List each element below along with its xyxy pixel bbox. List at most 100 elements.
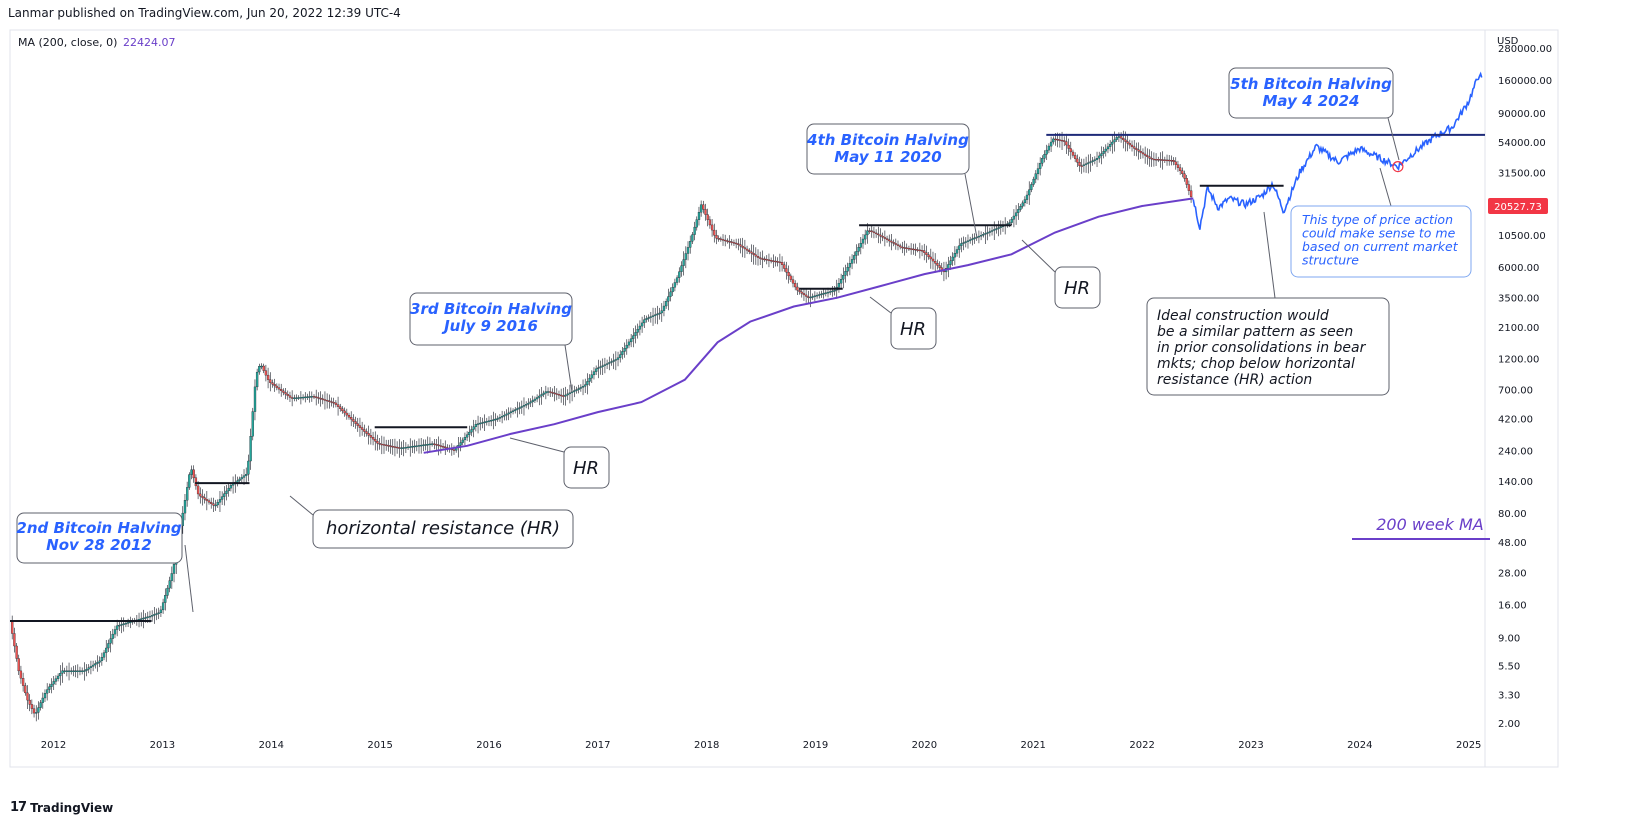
candle-body [595, 368, 598, 372]
candle-body [1189, 190, 1193, 198]
candle-body [48, 686, 51, 690]
candle-body [608, 362, 611, 364]
annotation-hr1[interactable]: HR [509, 437, 610, 489]
price-tick-label: 2100.00 [1498, 323, 1539, 334]
candle-body [684, 253, 687, 260]
price-tick-label: 280000.00 [1498, 44, 1552, 55]
candle-body [1089, 161, 1092, 163]
candle-body [1124, 139, 1127, 142]
candle-body [199, 493, 202, 497]
candle-body [868, 230, 871, 232]
candle-body [638, 325, 642, 330]
year-tick-label: 2014 [259, 740, 284, 751]
annotation-hr2[interactable]: HR [869, 296, 937, 350]
candle-body [885, 238, 889, 240]
candle-body [273, 384, 276, 387]
candle-body [1170, 160, 1173, 162]
candle-body [969, 239, 972, 241]
candle-body [546, 391, 550, 393]
annotation-text: structure [1302, 253, 1359, 268]
candle-body [87, 667, 90, 670]
candle-body [113, 629, 117, 635]
candle-body [756, 256, 760, 258]
candle-body [220, 496, 224, 500]
annotation-text: could make sense to me [1302, 226, 1456, 241]
annotation-text: mkts; chop below horizontal [1157, 356, 1355, 372]
candle-body [643, 319, 646, 324]
candle-body [238, 478, 241, 481]
candle-body [345, 412, 348, 416]
candle-body [321, 398, 324, 400]
price-tick-label: 160000.00 [1498, 76, 1552, 87]
candle-body [255, 371, 259, 388]
annotation-text: May 4 2024 [1263, 92, 1360, 110]
candle-body [1168, 159, 1171, 162]
candle-body [161, 602, 165, 611]
candle-body [820, 293, 823, 296]
candle-body [1065, 141, 1068, 146]
candle-body [91, 664, 95, 667]
candle-body [330, 401, 333, 403]
price-tick-label: 10500.00 [1498, 231, 1546, 242]
price-tick-label: 5.50 [1498, 661, 1520, 672]
candle-body [842, 275, 845, 280]
candle-body [511, 410, 515, 412]
candle-body [507, 412, 510, 415]
candle-body [1045, 149, 1048, 155]
candle-body [1054, 138, 1057, 141]
candle-body [439, 445, 443, 447]
candle-body [1025, 194, 1029, 200]
candle-body [813, 295, 817, 297]
candle-body [1183, 173, 1186, 179]
candle-body [901, 246, 904, 249]
candle-body [271, 382, 274, 385]
candle-body [1095, 158, 1099, 160]
candle-body [623, 348, 626, 352]
price-axis[interactable]: 280000.00 160000.00 90000.00 54000.00 31500.… [1498, 44, 1552, 730]
candle-body [829, 291, 832, 293]
candle-body [918, 249, 922, 252]
candle-body [691, 234, 694, 242]
candle-body [960, 243, 963, 246]
candle-body [43, 693, 47, 699]
candle-body [542, 392, 545, 395]
year-tick-label: 2012 [41, 740, 66, 751]
candle-body [986, 232, 989, 234]
brand-logo[interactable]: 17 TradingView [10, 800, 113, 815]
time-axis[interactable]: 2012 2013 2014 2015 2016 2017 2018 2019 2020 2021… [41, 740, 1482, 751]
candle-body [540, 394, 543, 397]
candle-body [269, 379, 272, 383]
candle-body [1159, 159, 1162, 161]
candle-body [485, 421, 488, 423]
candle-body [544, 391, 548, 394]
candle-body [172, 564, 176, 574]
price-tick-label: 31500.00 [1498, 169, 1546, 180]
candle-body [26, 692, 29, 701]
annotation-hr3[interactable]: HR [1021, 239, 1101, 309]
annotation-hr_label[interactable]: horizontal resistance (HR) [289, 495, 574, 549]
price-tick-label: 9.00 [1498, 633, 1520, 644]
candle-body [920, 250, 924, 252]
candle-body [866, 230, 869, 236]
candle-body [1058, 139, 1061, 141]
candle-body [1028, 189, 1031, 196]
candle-body [1148, 156, 1151, 159]
projection-line [1192, 71, 1483, 230]
candle-body [1161, 159, 1164, 161]
candle-body [708, 219, 712, 226]
candle-body [358, 425, 362, 428]
candle-body [286, 394, 289, 396]
year-tick-label: 2020 [912, 740, 937, 751]
candle-body [995, 228, 998, 230]
candle-body [579, 387, 582, 389]
candle-body [207, 500, 211, 503]
price-tick-label: 28.00 [1498, 569, 1527, 580]
candle-body [1154, 159, 1158, 161]
